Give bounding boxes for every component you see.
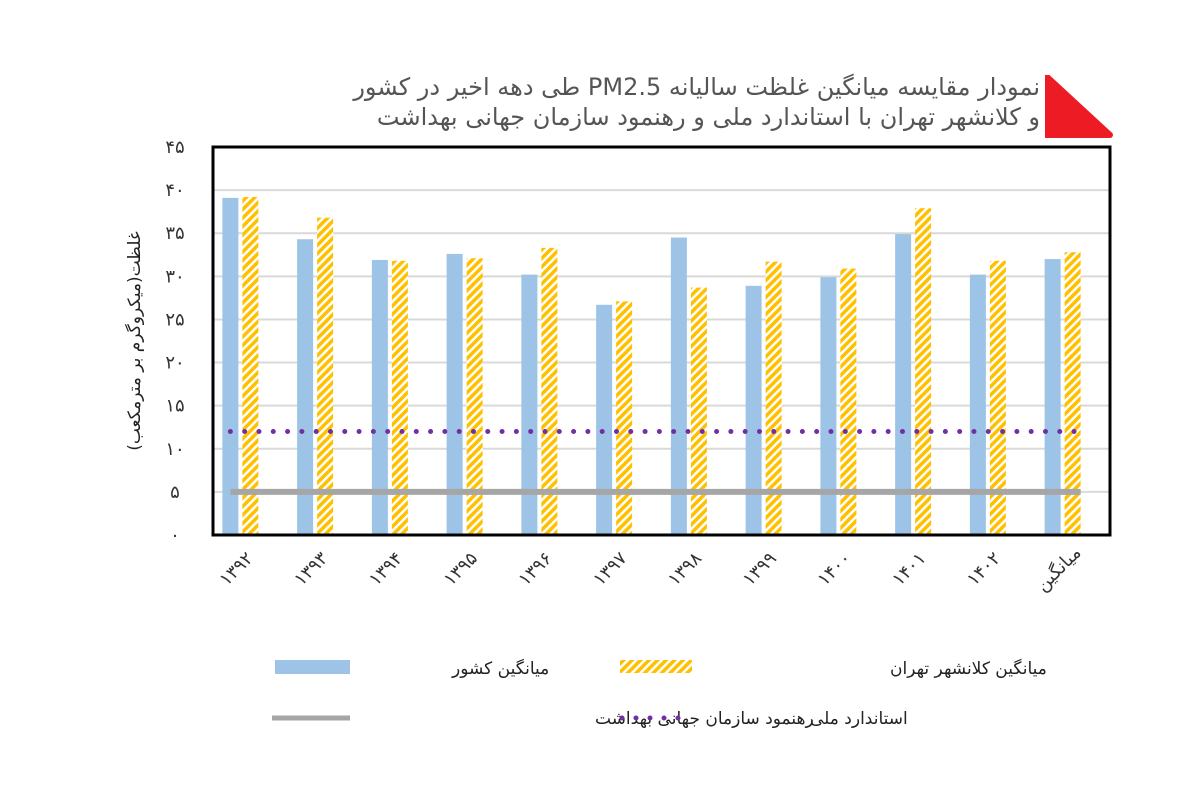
y-tick-label: ۲۰ — [165, 353, 184, 374]
x-tick-label: میانگین — [1031, 542, 1085, 596]
x-tick-label: ۱۳۹۲ — [215, 548, 257, 590]
bar-country — [297, 239, 314, 535]
legend-swatch-country — [275, 660, 350, 674]
bar-country — [745, 285, 762, 535]
x-tick-label: ۱۴۰۲ — [963, 548, 1005, 590]
legend-label-country: میانگین کشور — [451, 658, 549, 679]
legend-label-tehran: میانگین کلانشهر تهران — [890, 658, 1047, 679]
y-axis-label: غلظت(میکروگرم بر مترمکعب) — [124, 231, 145, 451]
bar-country — [371, 259, 388, 535]
bar-tehran — [541, 247, 558, 535]
bar-country — [670, 237, 687, 536]
bar-country — [895, 234, 912, 535]
bar-country — [1044, 259, 1061, 535]
bar-country — [820, 277, 837, 535]
x-tick-label: ۱۴۰۱ — [888, 548, 930, 590]
y-tick-label: ۳۰ — [165, 266, 184, 287]
bar-tehran — [242, 197, 259, 535]
x-tick-label: ۱۳۹۳ — [290, 548, 332, 590]
y-tick-label: ۴۵ — [165, 137, 184, 158]
y-tick-label: ۲۵ — [165, 309, 184, 330]
bar-country — [969, 274, 986, 535]
x-tick-label: ۱۳۹۶ — [514, 548, 556, 590]
bar-tehran — [391, 260, 408, 535]
bar-tehran — [616, 301, 633, 535]
title-line-1: نمودار مقایسه میانگین غلظت سالیانه PM2.5… — [353, 73, 1040, 101]
y-tick-label: ۱۵ — [165, 396, 184, 417]
chart-title: نمودار مقایسه میانگین غلظت سالیانه PM2.5… — [340, 72, 1040, 132]
x-tick-label: ۱۴۰۰ — [813, 548, 855, 590]
bar-country — [596, 304, 613, 535]
title-line-2: و کلانشهر تهران با استاندارد ملی و رهنمو… — [376, 103, 1040, 131]
bar-country — [521, 274, 538, 535]
bar-tehran — [989, 260, 1006, 535]
bar-tehran — [690, 287, 707, 535]
legend-label-national: استاندارد ملی — [810, 709, 908, 729]
y-tick-label: ۱۰ — [165, 439, 184, 460]
bar-tehran — [466, 258, 483, 535]
bar-tehran — [840, 268, 857, 535]
y-tick-label: ۰ — [170, 525, 180, 546]
y-tick-label: ۴۰ — [165, 180, 184, 201]
corner-triangle-icon — [1045, 75, 1113, 138]
x-tick-label: ۱۳۹۸ — [664, 548, 706, 590]
x-tick-label: ۱۳۹۷ — [589, 548, 631, 590]
bar-tehran — [915, 208, 932, 535]
bar-tehran — [317, 217, 334, 536]
x-tick-label: ۱۳۹۹ — [739, 548, 781, 590]
bar-country — [446, 253, 463, 535]
y-tick-label: ۵ — [170, 482, 180, 503]
x-tick-label: ۱۳۹۵ — [440, 548, 482, 590]
x-tick-label: ۱۳۹۴ — [365, 548, 407, 590]
bar-tehran — [1064, 252, 1081, 536]
legend-swatch-tehran — [620, 660, 692, 673]
bar-country — [222, 197, 239, 536]
plot-frame — [211, 145, 1112, 537]
bar-tehran — [765, 261, 782, 535]
legend-label-who: رهنمود سازمان جهانی بهداشت — [595, 709, 814, 729]
y-tick-label: ۳۵ — [165, 223, 184, 244]
